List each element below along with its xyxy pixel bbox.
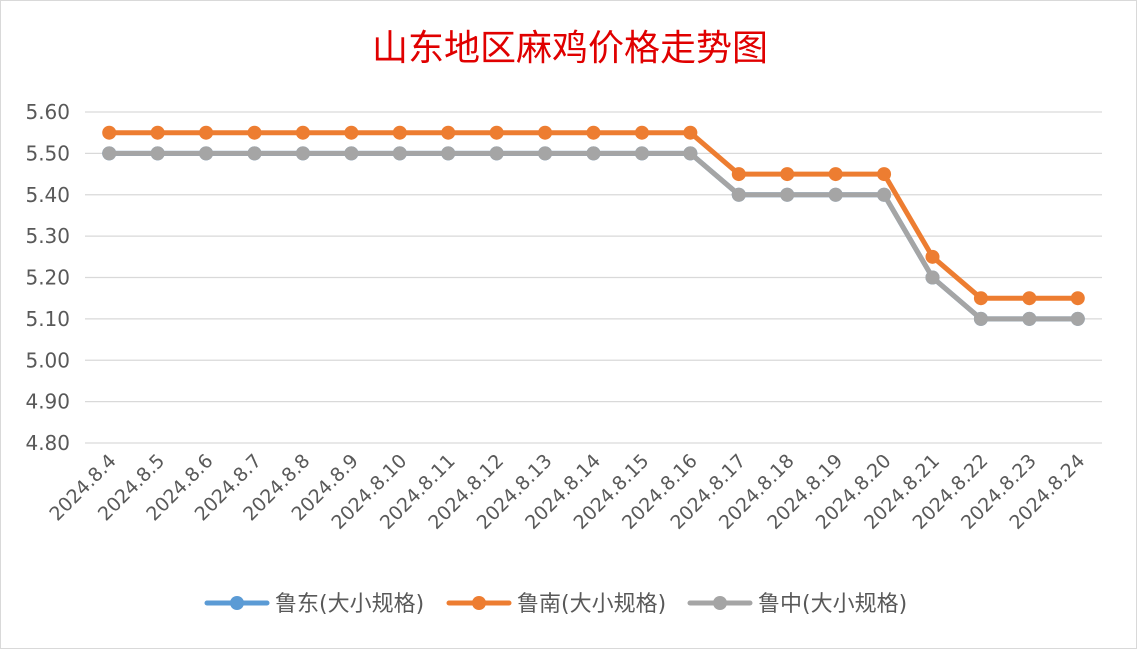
y-tick-label: 5.00 (25, 348, 70, 372)
y-tick-label: 4.80 (25, 431, 70, 455)
legend-entry-1: 鲁南(大小规格) (446, 592, 666, 617)
data-point (1022, 291, 1037, 306)
data-point (199, 146, 214, 161)
data-point (392, 125, 407, 140)
data-point (973, 311, 988, 326)
data-point (780, 167, 795, 182)
data-point (1070, 311, 1085, 326)
legend-swatch-marker (472, 596, 486, 610)
data-point (683, 146, 698, 161)
y-tick-label: 5.30 (25, 224, 70, 248)
data-point (973, 291, 988, 306)
data-point (877, 187, 892, 202)
data-point (102, 146, 117, 161)
y-tick-label: 5.50 (25, 141, 70, 165)
data-point (634, 146, 649, 161)
data-point (295, 125, 310, 140)
data-point (538, 146, 553, 161)
y-tick-label: 5.60 (25, 100, 70, 124)
data-point (538, 125, 553, 140)
y-tick-label: 5.40 (25, 183, 70, 207)
legend-swatch-marker (230, 596, 244, 610)
data-point (1070, 291, 1085, 306)
data-point (1022, 311, 1037, 326)
data-point (780, 187, 795, 202)
data-point (877, 167, 892, 182)
data-point (392, 146, 407, 161)
data-point (247, 146, 262, 161)
gridlines (85, 111, 1102, 444)
data-point (586, 125, 601, 140)
chart-title: 山东地区麻鸡价格走势图 (372, 28, 768, 69)
legend-label: 鲁东(大小规格) (275, 592, 424, 617)
legend-label: 鲁中(大小规格) (758, 592, 907, 617)
data-point (247, 125, 262, 140)
y-tick-label: 5.20 (25, 266, 70, 290)
y-axis-ticks: 4.80 4.90 5.00 5.10 5.20 5.30 5.40 5.50 5.60 (25, 100, 70, 455)
data-point (925, 270, 940, 285)
data-point (634, 125, 649, 140)
data-point (150, 146, 165, 161)
data-point (828, 167, 843, 182)
data-point (925, 249, 940, 264)
data-point (199, 125, 214, 140)
legend-entry-2: 鲁中(大小规格) (687, 592, 907, 617)
data-point (828, 187, 843, 202)
y-tick-label: 4.90 (25, 390, 70, 414)
legend-label: 鲁南(大小规格) (517, 592, 666, 617)
data-point (489, 125, 504, 140)
legend-swatch-marker (713, 596, 727, 610)
data-point (441, 146, 456, 161)
series-2 (102, 146, 1085, 326)
data-point (150, 125, 165, 140)
data-point (295, 146, 310, 161)
series-layer (102, 125, 1085, 326)
data-point (683, 125, 698, 140)
y-tick-label: 5.10 (25, 307, 70, 331)
data-point (344, 146, 359, 161)
data-point (586, 146, 601, 161)
data-point (731, 167, 746, 182)
data-point (731, 187, 746, 202)
data-point (489, 146, 504, 161)
series-1 (102, 125, 1085, 306)
legend: 鲁东(大小规格) 鲁南(大小规格) 鲁中(大小规格) (204, 592, 907, 617)
legend-entry-0: 鲁东(大小规格) (204, 592, 424, 617)
data-point (102, 125, 117, 140)
data-point (344, 125, 359, 140)
data-point (441, 125, 456, 140)
